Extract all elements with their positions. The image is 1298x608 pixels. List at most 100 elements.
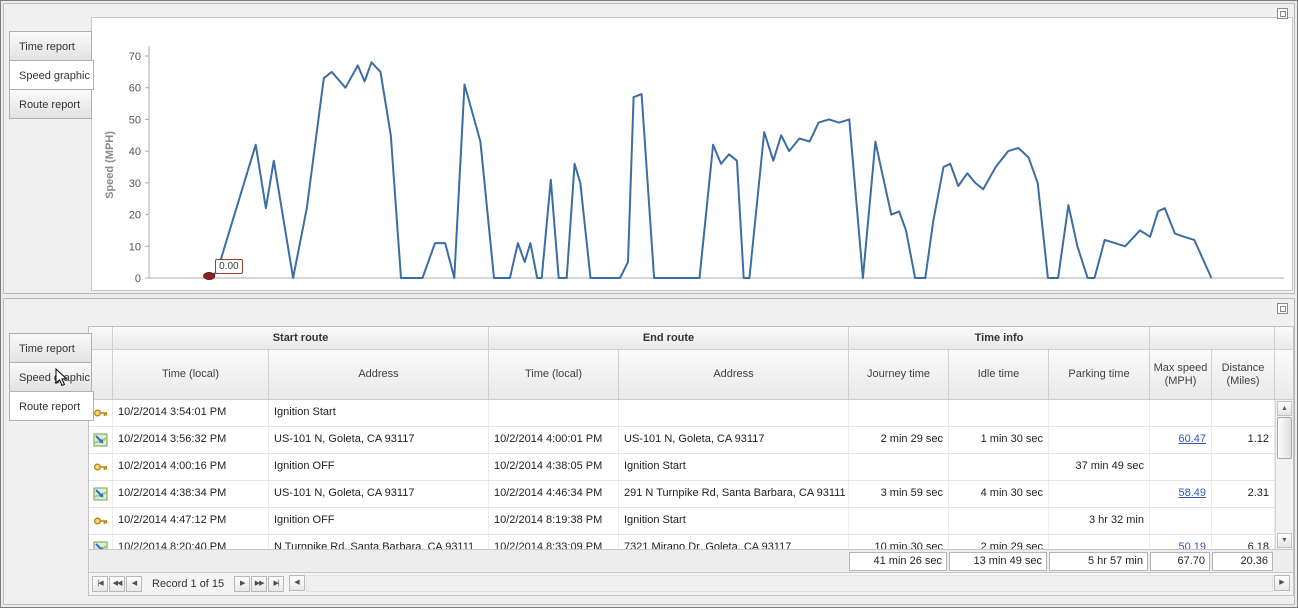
- tab-time-report[interactable]: Time report: [9, 333, 92, 363]
- column-header-parking-time[interactable]: Parking time: [1049, 350, 1150, 400]
- cell-idle: [949, 508, 1049, 534]
- max-speed-link[interactable]: 60.47: [1150, 427, 1212, 453]
- column-header-idle-time[interactable]: Idle time: [949, 350, 1049, 400]
- svg-text:60: 60: [129, 83, 141, 95]
- bottom-tabstrip: Time report Speed graphic Route report: [9, 333, 95, 421]
- scroll-down-icon[interactable]: ▼: [1277, 533, 1292, 548]
- cell-parking: [1049, 481, 1150, 507]
- horizontal-scrollbar-track[interactable]: [306, 575, 1273, 592]
- tab-speed-graphic[interactable]: Speed graphic: [9, 362, 92, 392]
- cell-end-address: US-101 N, Goleta, CA 93117: [619, 427, 849, 453]
- column-header-distance-miles[interactable]: Distance (Miles): [1212, 350, 1275, 400]
- max-speed-link[interactable]: 50.19: [1150, 535, 1212, 549]
- band-end-route[interactable]: End route: [489, 327, 849, 350]
- route-report-grid: Start route End route Time info Time (loca…: [88, 326, 1294, 596]
- last-record-icon[interactable]: ▶|: [268, 576, 285, 592]
- collapse-bottom-panel-button[interactable]: [1277, 303, 1288, 314]
- horizontal-scrollbar[interactable]: ◀ ▶: [289, 575, 1290, 592]
- grid-header-row: Time (local) Address Time (local) Address Jo…: [89, 350, 1293, 400]
- ignition-key-icon: [89, 400, 113, 426]
- cell-max-speed: [1150, 508, 1212, 534]
- column-header-max-speed-mph[interactable]: Max speed (MPH): [1150, 350, 1212, 400]
- band-spacer: [1275, 327, 1293, 350]
- band-start-route[interactable]: Start route: [113, 327, 489, 350]
- cell-parking: 3 hr 32 min: [1049, 508, 1150, 534]
- cell-distance: [1212, 508, 1275, 534]
- cell-end-address: Ignition Start: [619, 508, 849, 534]
- column-header-time-local[interactable]: Time (local): [113, 350, 269, 400]
- next-page-record-icon[interactable]: ▶▶: [251, 576, 268, 592]
- column-header-address[interactable]: Address: [619, 350, 849, 400]
- cell-distance: 6.18: [1212, 535, 1275, 549]
- table-row[interactable]: 10/2/2014 3:54:01 PM Ignition Start: [89, 400, 1275, 427]
- tab-speed-graphic[interactable]: Speed graphic: [9, 60, 94, 90]
- table-row[interactable]: 10/2/2014 3:56:32 PM US-101 N, Goleta, CA…: [89, 427, 1275, 454]
- cell-distance: 1.12: [1212, 427, 1275, 453]
- ignition-key-icon: [89, 454, 113, 480]
- column-header-time-local[interactable]: Time (local): [489, 350, 619, 400]
- cell-journey: [849, 400, 949, 426]
- prev-record-icon[interactable]: ◀: [126, 576, 142, 592]
- svg-text:20: 20: [129, 210, 141, 222]
- cell-end-time: 10/2/2014 8:19:38 PM: [489, 508, 619, 534]
- table-row[interactable]: 10/2/2014 8:20:40 PM N Turnpike Rd, Santa…: [89, 535, 1275, 549]
- cell-start-address: Ignition Start: [269, 400, 489, 426]
- scroll-up-icon[interactable]: ▲: [1277, 401, 1292, 416]
- grid-body: 10/2/2014 3:54:01 PM Ignition Start 10/2/2…: [89, 400, 1293, 549]
- cell-max-speed: [1150, 454, 1212, 480]
- column-header-address[interactable]: Address: [269, 350, 489, 400]
- scroll-right-icon[interactable]: ▶: [1274, 575, 1290, 591]
- cell-end-address: [619, 400, 849, 426]
- tab-route-report[interactable]: Route report: [9, 89, 92, 119]
- cell-end-address: Ignition Start: [619, 454, 849, 480]
- band-spacer: [89, 327, 113, 350]
- cell-parking: [1049, 535, 1150, 549]
- summary-parking: 5 hr 57 min: [1049, 552, 1148, 571]
- cell-distance: [1212, 454, 1275, 480]
- cell-start-time: 10/2/2014 8:20:40 PM: [113, 535, 269, 549]
- band-time-info[interactable]: Time info: [849, 327, 1150, 350]
- grid-summary-row: 41 min 26 sec 13 min 49 sec 5 hr 57 min 67.…: [89, 549, 1293, 573]
- vertical-scrollbar[interactable]: ▲ ▼: [1275, 400, 1293, 549]
- grid-band-row: Start route End route Time info: [89, 327, 1293, 350]
- route-report-panel: Time report Speed graphic Route report Sta…: [3, 298, 1295, 605]
- cell-end-time: 10/2/2014 4:00:01 PM: [489, 427, 619, 453]
- cell-start-address: US-101 N, Goleta, CA 93117: [269, 481, 489, 507]
- cell-journey: 3 min 59 sec: [849, 481, 949, 507]
- column-header-journey-time[interactable]: Journey time: [849, 350, 949, 400]
- cell-journey: [849, 454, 949, 480]
- cell-idle: [949, 454, 1049, 480]
- route-map-icon: [89, 427, 113, 453]
- first-record-icon[interactable]: |◀: [92, 576, 108, 592]
- cell-start-time: 10/2/2014 4:38:34 PM: [113, 481, 269, 507]
- svg-text:0: 0: [135, 273, 141, 285]
- tab-route-report[interactable]: Route report: [9, 391, 94, 421]
- cell-distance: [1212, 400, 1275, 426]
- scroll-left-icon[interactable]: ◀: [289, 575, 305, 591]
- record-count-label: Record 1 of 15: [152, 578, 225, 590]
- summary-idle: 13 min 49 sec: [949, 552, 1047, 571]
- table-row[interactable]: 10/2/2014 4:38:34 PM US-101 N, Goleta, CA…: [89, 481, 1275, 508]
- navigator-left-buttons: |◀ ◀◀ ◀: [92, 576, 142, 592]
- next-record-icon[interactable]: ▶: [234, 576, 251, 592]
- cell-max-speed: [1150, 400, 1212, 426]
- mouse-cursor: [55, 368, 68, 387]
- svg-text:10: 10: [129, 241, 141, 253]
- svg-text:30: 30: [129, 178, 141, 190]
- cell-idle: [949, 400, 1049, 426]
- table-row[interactable]: 10/2/2014 4:00:16 PM Ignition OFF 10/2/201…: [89, 454, 1275, 481]
- cell-journey: [849, 508, 949, 534]
- max-speed-link[interactable]: 58.49: [1150, 481, 1212, 507]
- vertical-scrollbar-thumb[interactable]: [1277, 417, 1292, 459]
- cell-start-time: 10/2/2014 4:00:16 PM: [113, 454, 269, 480]
- table-row[interactable]: 10/2/2014 4:47:12 PM Ignition OFF 10/2/201…: [89, 508, 1275, 535]
- prev-page-record-icon[interactable]: ◀◀: [109, 576, 125, 592]
- tab-time-report[interactable]: Time report: [9, 31, 92, 61]
- chart-point-tooltip: 0.00: [215, 259, 243, 274]
- column-header-spacer: [1275, 350, 1293, 400]
- cell-idle: 2 min 29 sec: [949, 535, 1049, 549]
- collapse-top-panel-button[interactable]: [1277, 8, 1288, 19]
- cell-end-address: 7321 Mirano Dr, Goleta, CA 93117: [619, 535, 849, 549]
- cell-end-address: 291 N Turnpike Rd, Santa Barbara, CA 931…: [619, 481, 849, 507]
